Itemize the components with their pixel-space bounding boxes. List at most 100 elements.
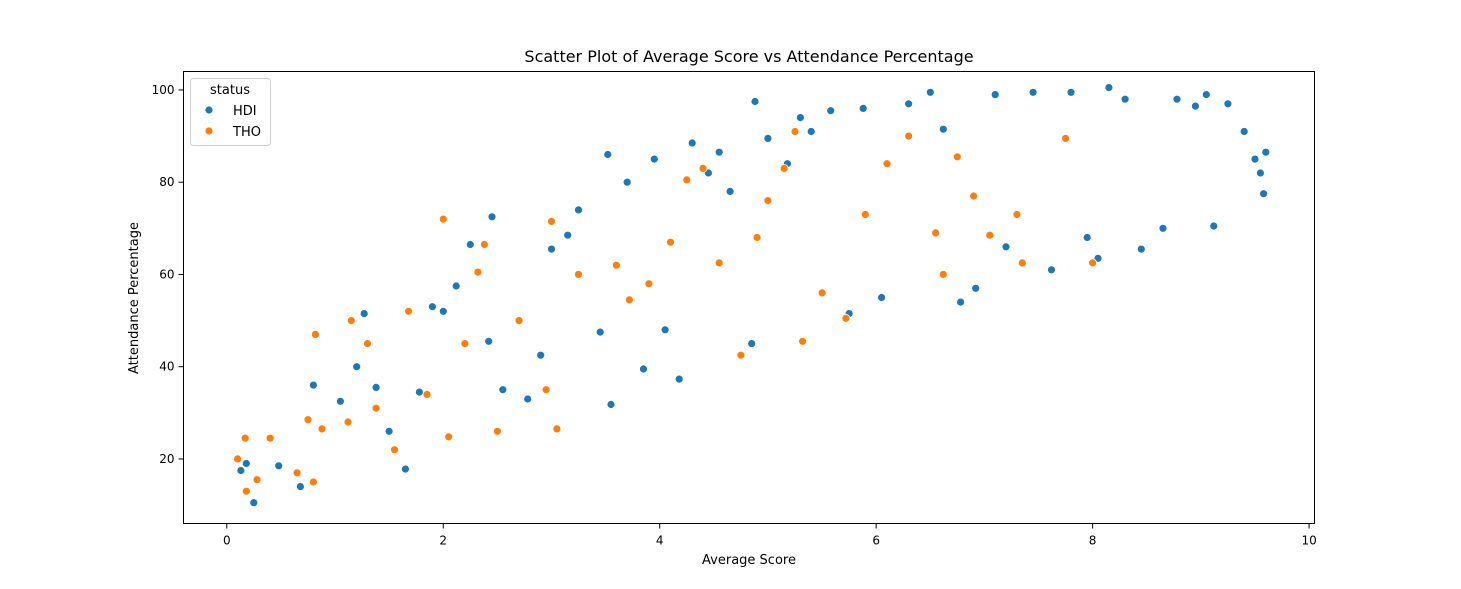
point-tho-26 [552, 424, 562, 434]
point-hdi-7 [352, 362, 362, 372]
point-tho-18 [444, 432, 454, 442]
points-layer [233, 83, 1271, 508]
point-hdi-35 [714, 147, 724, 157]
point-hdi-65 [1201, 90, 1211, 99]
point-tho-46 [931, 228, 941, 238]
point-tho-44 [882, 159, 892, 169]
legend-title: status [210, 83, 250, 98]
y-tick-label-4: 100 [152, 83, 175, 97]
point-tho-19 [460, 339, 470, 349]
point-hdi-61 [1136, 244, 1146, 254]
y-tick-label-1: 40 [159, 360, 174, 374]
point-hdi-17 [484, 336, 494, 346]
point-hdi-53 [1001, 242, 1011, 252]
chart-title: Scatter Plot of Average Score vs Attenda… [524, 47, 973, 66]
point-hdi-36 [725, 186, 735, 196]
x-tick-label-0: 0 [223, 534, 231, 548]
point-tho-2 [241, 486, 251, 496]
point-hdi-43 [826, 106, 836, 116]
point-hdi-12 [414, 387, 424, 397]
point-hdi-67 [1223, 99, 1233, 109]
point-tho-37 [763, 196, 773, 206]
point-tho-17 [438, 214, 448, 224]
point-tho-12 [363, 339, 372, 349]
point-hdi-46 [877, 293, 886, 302]
point-hdi-3 [274, 461, 284, 471]
y-tick-label-0: 20 [159, 452, 174, 466]
x-tick-label-3: 6 [872, 534, 880, 548]
point-hdi-6 [335, 396, 345, 406]
point-tho-27 [574, 269, 583, 279]
point-tho-24 [541, 385, 551, 395]
point-hdi-27 [606, 400, 616, 409]
point-tho-21 [479, 240, 489, 249]
y-axis-label: Attendance Percentage [127, 222, 142, 374]
point-hdi-22 [547, 244, 556, 254]
point-hdi-10 [384, 426, 394, 436]
point-tho-16 [422, 389, 432, 399]
point-hdi-41 [796, 113, 805, 122]
point-tho-11 [346, 316, 356, 326]
point-tho-22 [492, 426, 502, 436]
point-hdi-51 [971, 283, 981, 293]
point-hdi-42 [806, 127, 816, 136]
point-tho-47 [938, 269, 948, 279]
point-tho-20 [473, 267, 483, 277]
point-hdi-5 [308, 380, 318, 390]
point-tho-3 [252, 475, 262, 485]
point-hdi-25 [595, 327, 605, 337]
point-hdi-57 [1082, 233, 1092, 242]
point-tho-25 [547, 216, 556, 226]
point-hdi-50 [956, 297, 965, 307]
point-hdi-21 [536, 350, 546, 360]
point-tho-39 [790, 127, 800, 136]
y-tick-label-3: 80 [159, 175, 174, 189]
x-tick-label-2: 4 [656, 534, 664, 548]
point-hdi-26 [603, 150, 613, 159]
point-hdi-19 [498, 385, 508, 395]
point-tho-48 [952, 152, 962, 162]
point-tho-49 [969, 191, 978, 201]
plot-frame [183, 71, 1315, 524]
point-tho-42 [841, 313, 851, 323]
point-hdi-13 [427, 302, 437, 312]
x-axis: 0 2 4 6 8 10 [223, 523, 1317, 548]
legend-marker-hdi [204, 105, 214, 115]
point-hdi-38 [750, 97, 760, 106]
point-tho-14 [390, 445, 399, 455]
point-hdi-20 [523, 394, 533, 404]
point-tho-43 [860, 210, 870, 219]
point-tho-1 [240, 433, 250, 443]
point-hdi-0 [236, 466, 246, 475]
point-hdi-63 [1172, 94, 1182, 104]
point-tho-34 [714, 258, 724, 268]
point-hdi-60 [1120, 94, 1130, 104]
point-tho-33 [698, 163, 708, 173]
point-hdi-70 [1256, 168, 1265, 178]
point-hdi-69 [1250, 154, 1260, 164]
point-tho-54 [1088, 258, 1097, 268]
legend-entry-tho: THO [232, 125, 261, 140]
point-hdi-52 [990, 90, 1000, 99]
point-tho-50 [985, 230, 995, 240]
point-hdi-71 [1259, 189, 1268, 199]
point-hdi-45 [858, 104, 868, 113]
point-hdi-15 [451, 281, 461, 291]
x-tick-label-4: 8 [1089, 534, 1097, 548]
x-axis-label: Average Score [702, 553, 796, 568]
point-tho-8 [311, 329, 320, 339]
x-tick-label-5: 10 [1301, 534, 1316, 548]
point-tho-4 [265, 433, 275, 443]
point-hdi-72 [1261, 147, 1271, 157]
point-hdi-47 [904, 99, 913, 109]
point-hdi-37 [747, 339, 757, 349]
point-tho-7 [308, 477, 318, 487]
point-hdi-62 [1158, 223, 1168, 233]
point-hdi-1 [241, 459, 251, 468]
point-hdi-31 [660, 325, 670, 335]
point-tho-5 [292, 468, 302, 478]
point-tho-40 [798, 336, 807, 346]
point-hdi-14 [438, 306, 448, 316]
legend: status HDI THO [190, 78, 271, 146]
point-tho-6 [303, 415, 313, 425]
